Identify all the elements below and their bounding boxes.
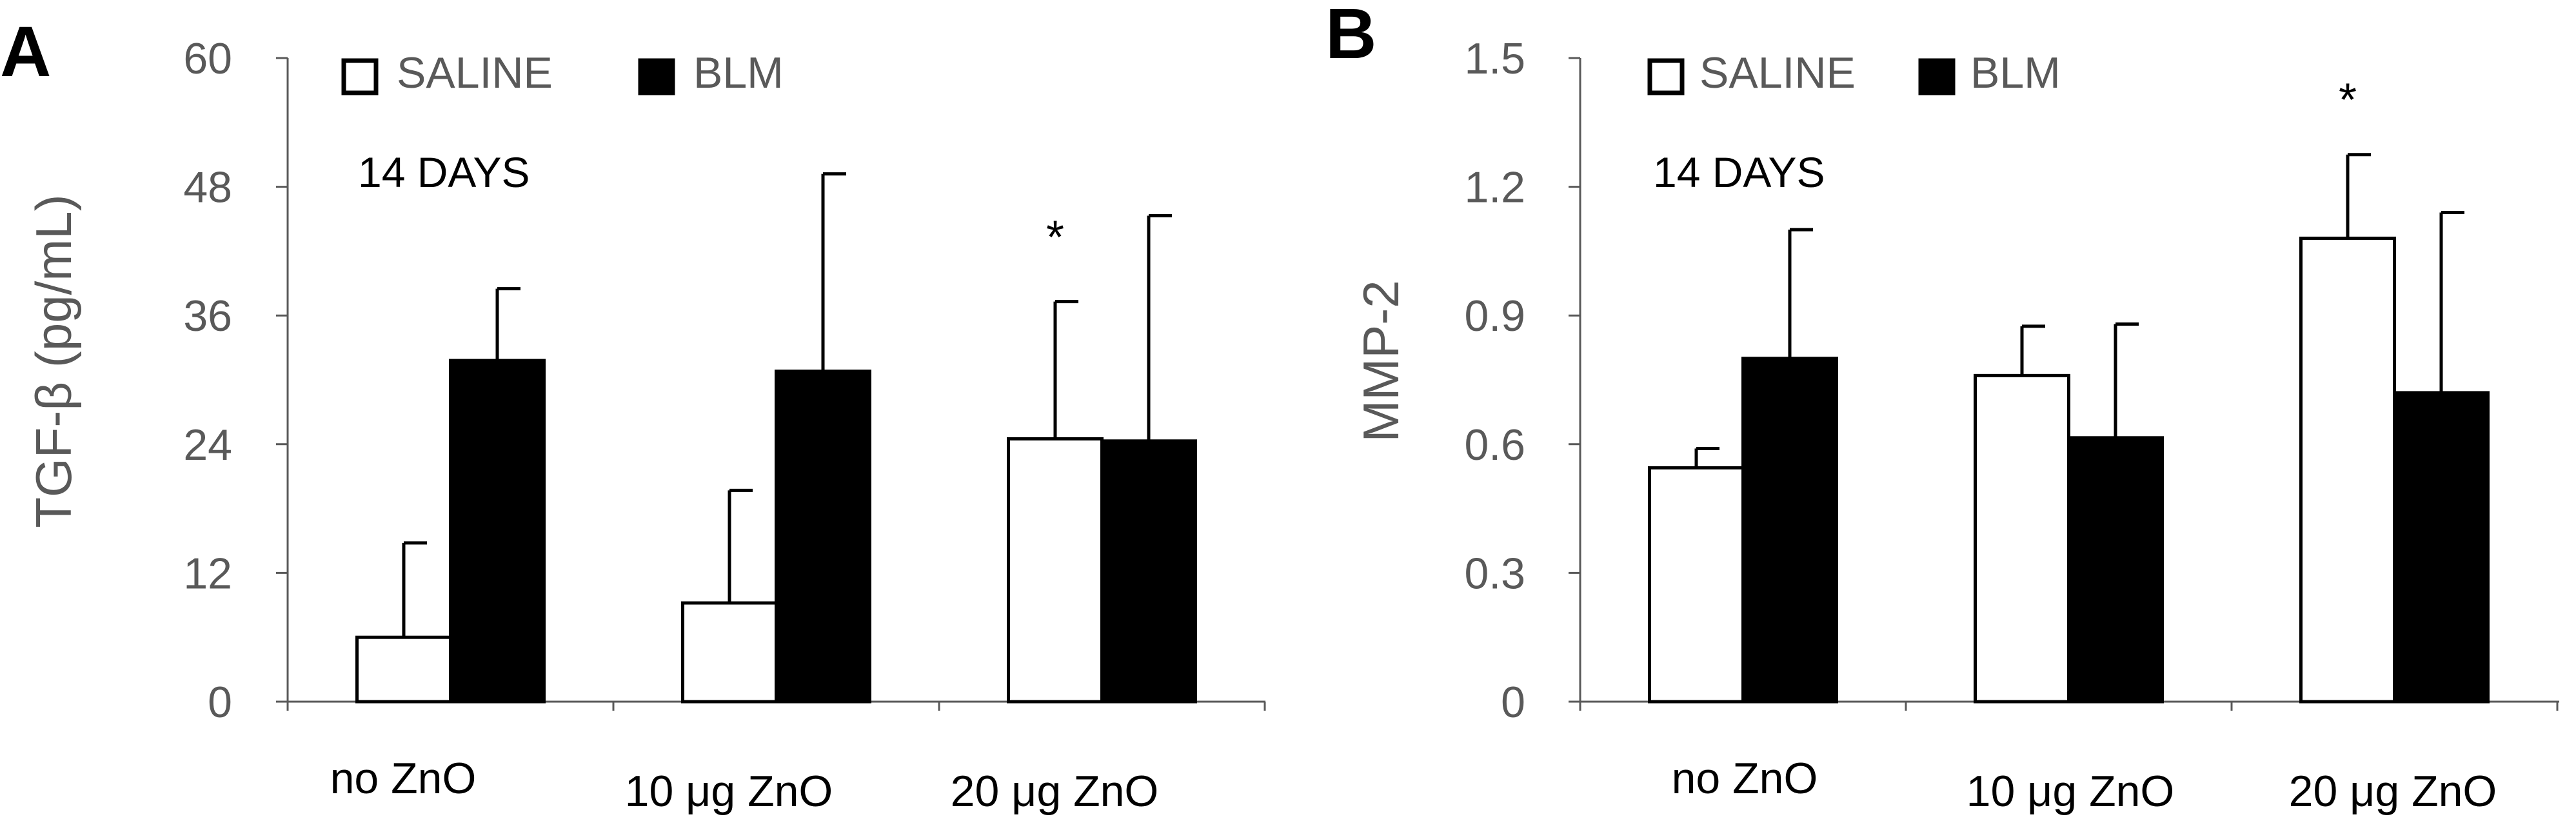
legend-swatch-saline [1647, 58, 1685, 95]
panel-letter: A [0, 12, 51, 92]
y-tick-label: 0 [1501, 678, 1525, 727]
bar-saline [681, 601, 778, 704]
bar-saline [1974, 373, 2070, 704]
y-tick-label: 0.3 [1464, 549, 1525, 598]
bar-blm [1100, 439, 1197, 704]
bar-saline [1007, 437, 1104, 704]
legend-label-saline: SALINE [397, 48, 553, 97]
legend-swatch-saline [341, 58, 379, 95]
bar-blm [449, 359, 546, 704]
category-label: 10 μg ZnO [625, 767, 833, 816]
legend-label-blm: BLM [693, 48, 784, 97]
category-label: 10 μg ZnO [1967, 767, 2175, 816]
legend-swatch-blm [638, 58, 675, 95]
category-labels: no ZnO 10 μg ZnO 20 μg ZnO [1672, 754, 2497, 816]
legend: SALINE BLM [1647, 48, 2061, 97]
category-label: no ZnO [1672, 754, 1818, 803]
y-tick-label: 1.2 [1464, 163, 1525, 212]
significance-marks: * [2339, 75, 2357, 126]
bar-blm [775, 370, 871, 704]
bars [1648, 236, 2490, 704]
bars [355, 359, 1197, 704]
bar-saline [355, 635, 452, 704]
panel-letter: B [1325, 0, 1376, 74]
y-tick-label: 12 [183, 549, 232, 598]
y-ticks: 0 12 24 36 48 60 [183, 34, 288, 727]
bar-blm [2067, 436, 2164, 704]
y-tick-label: 0 [208, 678, 232, 727]
bar-saline [1648, 466, 1745, 704]
panel-b: B MMP-2 14 DAYS 0 0.3 0.6 0.9 1.2 1.5 * no Zn… [1325, 0, 2559, 816]
category-labels: no ZnO 10 μg ZnO 20 μg ZnO [330, 754, 1159, 816]
error-bars [1694, 153, 2464, 468]
y-tick-label: 0.6 [1464, 420, 1525, 469]
legend-label-blm: BLM [1970, 48, 2061, 97]
bar-blm [2393, 391, 2490, 704]
y-tick-label: 48 [183, 163, 232, 212]
days-annotation: 14 DAYS [1653, 148, 1825, 196]
y-ticks: 0 0.3 0.6 0.9 1.2 1.5 [1464, 34, 1580, 727]
y-tick-label: 36 [183, 291, 232, 341]
legend-swatch-blm [1918, 58, 1956, 95]
bar-blm [1741, 357, 1838, 704]
significance-star: * [2339, 75, 2357, 126]
y-tick-label: 1.5 [1464, 34, 1525, 83]
y-axis-title: TGF-β (pg/mL) [25, 194, 82, 528]
bar-saline [2299, 236, 2396, 704]
y-tick-label: 24 [183, 420, 232, 469]
panel-a: A TGF-β (pg/mL) 14 DAYS 0 12 24 36 48 60 * no… [0, 12, 1266, 816]
y-tick-label: 0.9 [1464, 291, 1525, 341]
y-tick-label: 60 [183, 34, 232, 83]
error-bars [402, 172, 1172, 638]
significance-marks: * [1046, 212, 1064, 264]
category-label: 20 μg ZnO [951, 767, 1159, 816]
legend-label-saline: SALINE [1699, 48, 1856, 97]
y-axis-title: MMP-2 [1352, 280, 1409, 442]
significance-star: * [1046, 212, 1064, 264]
category-label: no ZnO [330, 754, 477, 803]
category-label: 20 μg ZnO [2289, 767, 2497, 816]
legend: SALINE BLM [341, 48, 784, 97]
days-annotation: 14 DAYS [358, 148, 530, 196]
